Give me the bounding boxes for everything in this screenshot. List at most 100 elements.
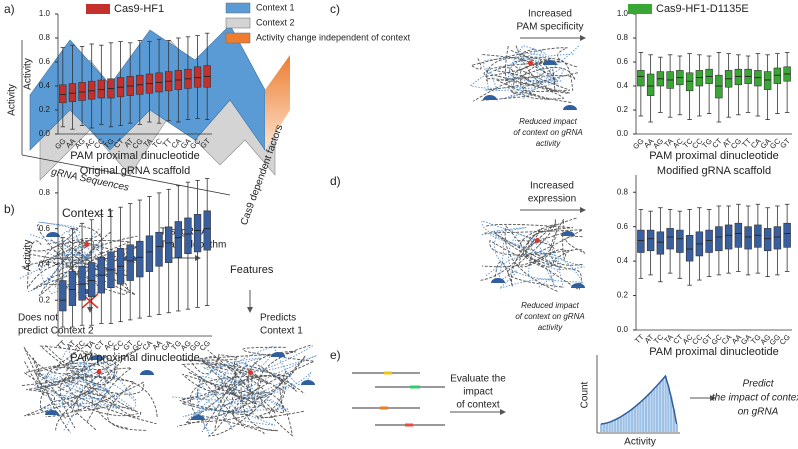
strand	[33, 362, 110, 401]
y-tick-label: 0.6	[39, 224, 51, 233]
panel-label: e)	[330, 348, 341, 362]
y-tick-label: 0.8	[617, 33, 629, 42]
label: PAM specificity	[516, 22, 583, 33]
hist-bar	[625, 413, 628, 432]
label: Does not	[18, 313, 58, 324]
box	[646, 229, 655, 252]
histogram-schematic	[600, 374, 678, 432]
node	[84, 242, 90, 247]
strand	[181, 345, 314, 412]
note: Reduced impact	[521, 301, 580, 310]
hist-bar	[644, 397, 648, 432]
hist-bar	[664, 376, 667, 432]
box	[637, 229, 645, 253]
hist-bar	[639, 402, 642, 432]
strand	[23, 346, 108, 396]
cas9-icon	[563, 105, 577, 110]
hist-bar	[622, 415, 625, 432]
x-axis-label: PAM proximal dinucleotide	[70, 150, 199, 162]
hist-bar	[661, 379, 664, 432]
cas9-icon	[561, 231, 575, 236]
box	[155, 231, 163, 267]
box	[88, 80, 96, 100]
cas9-icon	[140, 370, 154, 375]
box	[145, 235, 154, 272]
x-axis-label: PAM proximal dinucleotide	[649, 150, 778, 162]
box	[676, 229, 684, 253]
strand	[180, 349, 304, 419]
box	[754, 224, 762, 248]
legend-swatch	[225, 17, 251, 29]
box	[744, 226, 752, 250]
box	[715, 74, 723, 99]
density	[600, 374, 678, 425]
strand	[481, 227, 584, 283]
strand	[199, 350, 296, 405]
hist-bar	[619, 416, 622, 432]
y-axis-label: Activity	[23, 240, 34, 272]
legend-swatch	[628, 4, 652, 14]
network	[21, 344, 158, 434]
box	[78, 82, 86, 101]
box	[136, 240, 144, 278]
strand	[203, 377, 288, 431]
legend-label: Context 2	[256, 17, 295, 27]
strand	[36, 372, 119, 431]
strand	[486, 223, 574, 269]
box	[174, 221, 182, 258]
x-tick-label: CG	[198, 338, 212, 352]
strand	[71, 367, 133, 424]
box	[637, 70, 645, 87]
box	[666, 228, 674, 250]
strand	[39, 345, 118, 431]
x-tick-label: GT	[778, 136, 792, 150]
label: the impact of context	[712, 393, 798, 404]
panel-label: b)	[4, 202, 15, 216]
strand	[18, 221, 81, 280]
network	[469, 45, 580, 110]
box	[59, 84, 67, 104]
title: Context 1	[62, 206, 114, 220]
strand	[484, 223, 583, 268]
axis-label: Count	[580, 381, 591, 408]
box	[59, 280, 67, 312]
strand	[197, 365, 284, 429]
y-tick-label: 0.2	[39, 295, 51, 304]
label: Features	[230, 264, 274, 276]
node	[534, 238, 540, 243]
node	[248, 370, 253, 376]
y-tick-label: 0.4	[617, 256, 629, 265]
legend-label: Cas9-HF1	[114, 3, 164, 15]
strand	[495, 45, 580, 101]
note: of context on gRNA	[515, 312, 584, 321]
box	[685, 72, 694, 92]
hist-bar	[630, 409, 634, 432]
legend-label: Cas9-HF1-D1135E	[656, 3, 749, 15]
strand	[45, 352, 128, 434]
hist-bar	[614, 419, 617, 432]
y-tick-label: 0.8	[617, 187, 629, 196]
label: predict Context 2	[18, 326, 94, 337]
strand	[470, 47, 578, 70]
strand	[188, 361, 297, 414]
box	[126, 244, 134, 281]
cas9-icon	[301, 380, 315, 385]
label: Predicts	[260, 313, 296, 324]
note: activity	[536, 139, 561, 148]
box	[773, 226, 782, 250]
label: on gRNA	[738, 407, 779, 418]
strand	[512, 58, 578, 92]
hist-bar	[611, 421, 614, 432]
cas9-icon	[90, 355, 104, 360]
strand	[509, 49, 572, 103]
box	[646, 73, 655, 96]
box	[763, 228, 772, 252]
label: of context	[456, 400, 500, 411]
box	[193, 214, 202, 253]
hist-bar	[608, 422, 611, 432]
legend-swatch	[225, 2, 251, 14]
cas9-icon	[571, 283, 585, 288]
box	[656, 231, 665, 255]
y-tick-label: 0.4	[617, 81, 629, 90]
